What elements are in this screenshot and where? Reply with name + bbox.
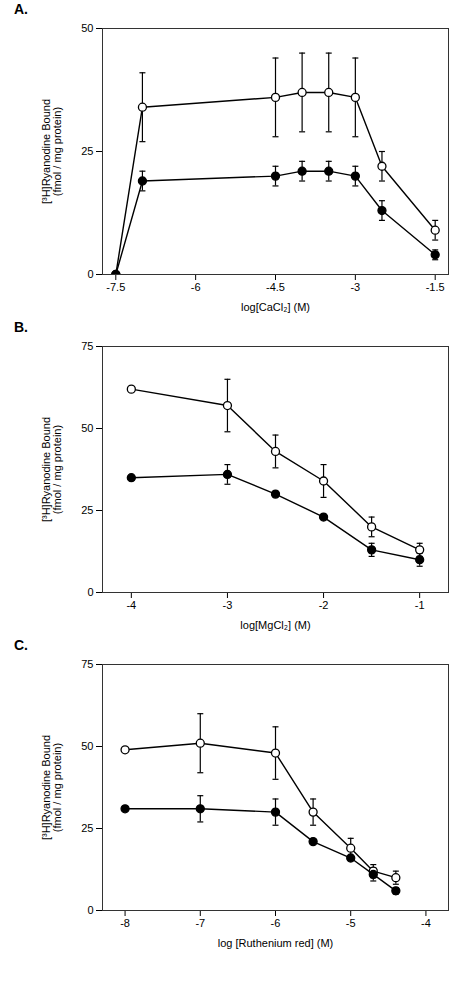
svg-text:0: 0 bbox=[87, 586, 93, 598]
svg-text:[³H]Ryanodine Bound(fmol / mg: [³H]Ryanodine Bound(fmol / mg protein) bbox=[40, 735, 63, 840]
svg-text:-6: -6 bbox=[191, 281, 201, 293]
svg-text:-7: -7 bbox=[195, 917, 205, 929]
html-text:B.: B. bbox=[14, 319, 28, 335]
svg-text:50: 50 bbox=[81, 422, 93, 434]
svg-text:[³H]Ryanodine Bound(fmol / mg: [³H]Ryanodine Bound(fmol / mg protein) bbox=[40, 417, 63, 522]
svg-text:25: 25 bbox=[81, 145, 93, 157]
svg-text:50: 50 bbox=[81, 740, 93, 752]
svg-text:-5: -5 bbox=[346, 917, 356, 929]
html-text:C.: C. bbox=[14, 637, 28, 653]
svg-text:log[MgCl₂] (M): log[MgCl₂] (M) bbox=[240, 619, 310, 631]
svg-text:-4: -4 bbox=[421, 917, 431, 929]
svg-text:-8: -8 bbox=[120, 917, 130, 929]
svg-text:-6: -6 bbox=[271, 917, 281, 929]
svg-text:-1.5: -1.5 bbox=[426, 281, 445, 293]
svg-text:50: 50 bbox=[81, 22, 93, 34]
svg-text:log[CaCl₂] (M): log[CaCl₂] (M) bbox=[241, 301, 310, 313]
svg-text:-1: -1 bbox=[415, 599, 425, 611]
html-text:A.: A. bbox=[14, 1, 28, 17]
svg-text:75: 75 bbox=[81, 340, 93, 352]
svg-text:-2: -2 bbox=[319, 599, 329, 611]
svg-text:-3: -3 bbox=[223, 599, 233, 611]
svg-text:25: 25 bbox=[81, 504, 93, 516]
svg-text:-4: -4 bbox=[126, 599, 136, 611]
svg-text:0: 0 bbox=[87, 268, 93, 280]
svg-text:-3: -3 bbox=[350, 281, 360, 293]
svg-text:[³H]Ryanodine Bound(fmol / mg: [³H]Ryanodine Bound(fmol / mg protein) bbox=[40, 99, 63, 204]
svg-text:0: 0 bbox=[87, 904, 93, 916]
svg-text:75: 75 bbox=[81, 658, 93, 670]
svg-text:25: 25 bbox=[81, 822, 93, 834]
svg-text:log [Ruthenium red] (M): log [Ruthenium red] (M) bbox=[218, 937, 334, 949]
svg-text:-4.5: -4.5 bbox=[266, 281, 285, 293]
svg-text:-7.5: -7.5 bbox=[106, 281, 125, 293]
